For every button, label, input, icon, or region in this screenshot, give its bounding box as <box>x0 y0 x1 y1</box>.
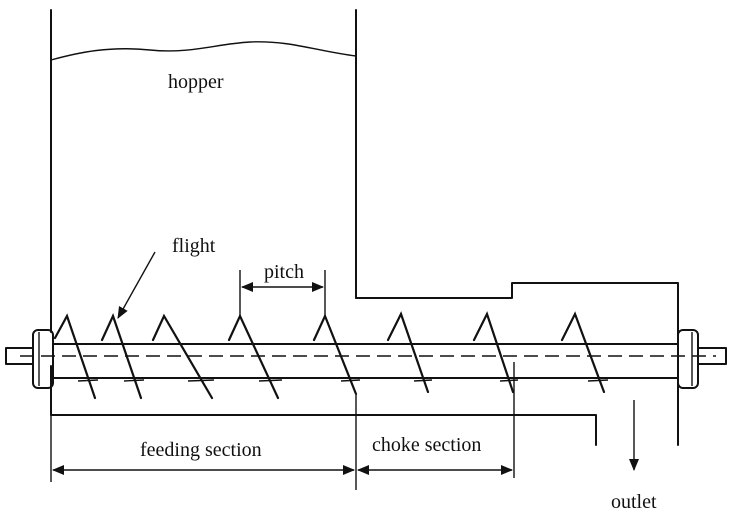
hopper <box>50 9 357 333</box>
flight-turn <box>53 313 99 400</box>
flight-turn <box>312 313 361 396</box>
barrel-casing <box>50 282 679 446</box>
flight-turn <box>472 311 519 394</box>
outlet-label: outlet <box>611 491 657 513</box>
barrel-bottom-wall <box>50 365 597 446</box>
flight-turn <box>386 311 433 394</box>
right-bearing <box>677 329 699 389</box>
choke-section-label: choke section <box>372 434 481 456</box>
pitch-label: pitch <box>264 261 304 283</box>
flight-turn <box>151 313 215 400</box>
flight-turn <box>227 313 283 400</box>
flight-turn <box>100 313 145 400</box>
feeding-section-label: feeding section <box>140 439 262 461</box>
right-shaft-stub <box>697 347 727 365</box>
hopper-fill-level <box>50 41 357 61</box>
pitch-dimension <box>239 270 326 316</box>
screw-shaft <box>5 329 727 389</box>
left-bearing <box>32 329 54 389</box>
barrel-top-wall <box>355 282 679 337</box>
hopper-label: hopper <box>168 71 224 93</box>
flight-label: flight <box>172 235 216 257</box>
flight-leader-arrow <box>117 251 156 319</box>
flight-turn <box>560 311 609 394</box>
